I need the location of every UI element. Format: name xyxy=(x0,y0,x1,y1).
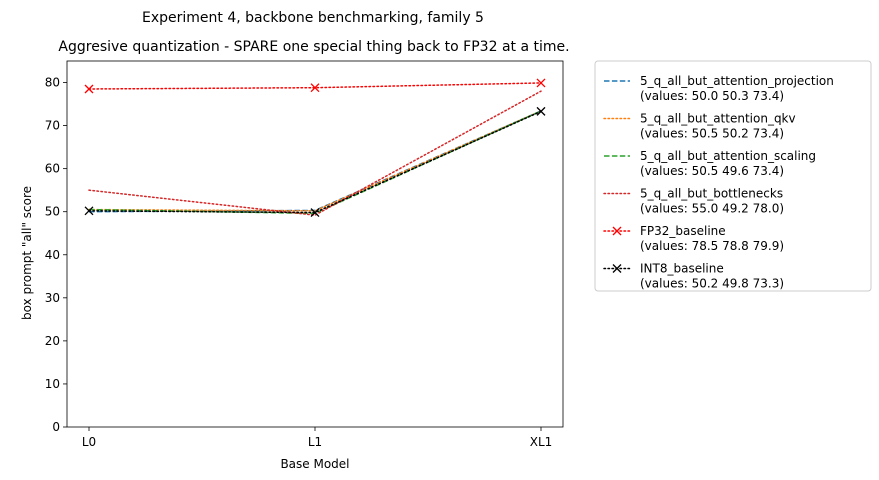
legend-label: INT8_baseline xyxy=(640,262,724,276)
y-tick-label: 10 xyxy=(45,377,60,391)
legend-label: 5_q_all_but_attention_qkv xyxy=(640,112,796,126)
x-marker xyxy=(612,226,622,236)
x-marker-stroke xyxy=(84,206,94,216)
y-tick-label: 80 xyxy=(45,76,60,90)
legend-values: (values: 50.0 50.3 73.4) xyxy=(640,89,784,103)
legend-values: (values: 50.2 49.8 73.3) xyxy=(640,277,784,291)
legend-values: (values: 78.5 78.8 79.9) xyxy=(640,239,784,253)
x-axis-label: Base Model xyxy=(280,457,349,471)
legend-values: (values: 55.0 49.2 78.0) xyxy=(640,202,784,216)
legend-label: 5_q_all_but_attention_scaling xyxy=(640,149,816,163)
y-tick-label: 0 xyxy=(52,420,60,434)
x-tick-label: L0 xyxy=(82,435,96,449)
x-marker-stroke xyxy=(612,264,622,273)
series-line-5_q_all_but_bottlenecks xyxy=(88,90,542,216)
x-tick-label: XL1 xyxy=(530,435,553,449)
x-marker-stroke xyxy=(612,226,622,236)
x-marker xyxy=(536,106,546,116)
y-tick-label: 30 xyxy=(45,291,60,305)
x-marker xyxy=(310,208,320,218)
plot-area: 0 10 20 30 40 50 60 70 80 L0 L1 XL1 xyxy=(45,60,564,449)
x-tick-label: L1 xyxy=(308,435,322,449)
y-tick-label: 40 xyxy=(45,248,60,262)
y-tick-label: 20 xyxy=(45,334,60,348)
legend: 5_q_all_but_attention_projection(values:… xyxy=(594,60,872,292)
legend-label: 5_q_all_but_bottlenecks xyxy=(640,187,783,201)
x-marker xyxy=(84,84,94,94)
legend-label: 5_q_all_but_attention_projection xyxy=(640,74,834,88)
x-marker-stroke xyxy=(84,84,94,94)
x-marker-stroke xyxy=(536,78,546,88)
legend-box xyxy=(594,60,872,292)
y-axis-label: box prompt "all" score xyxy=(20,186,34,320)
legend-values: (values: 50.5 50.2 73.4) xyxy=(640,127,784,141)
chart-title: Aggresive quantization - SPARE one speci… xyxy=(58,39,569,55)
x-marker-stroke xyxy=(310,83,320,93)
y-tick-label: 60 xyxy=(45,162,60,176)
x-marker-stroke xyxy=(536,106,546,116)
axes-frame xyxy=(66,60,564,428)
x-marker-stroke xyxy=(310,208,320,218)
x-marker xyxy=(310,83,320,93)
y-tick-label: 50 xyxy=(45,205,60,219)
chart-suptitle: Experiment 4, backbone benchmarking, fam… xyxy=(142,10,484,26)
legend-values: (values: 50.5 49.6 73.4) xyxy=(640,164,784,178)
series-line-5_q_all_but_attention_qkv xyxy=(88,110,542,212)
x-marker xyxy=(536,78,546,88)
legend-label: FP32_baseline xyxy=(640,224,726,238)
x-marker xyxy=(612,264,622,273)
y-tick-label: 70 xyxy=(45,119,60,133)
series-line-5_q_all_but_attention_projection xyxy=(88,110,542,213)
x-marker xyxy=(84,206,94,216)
